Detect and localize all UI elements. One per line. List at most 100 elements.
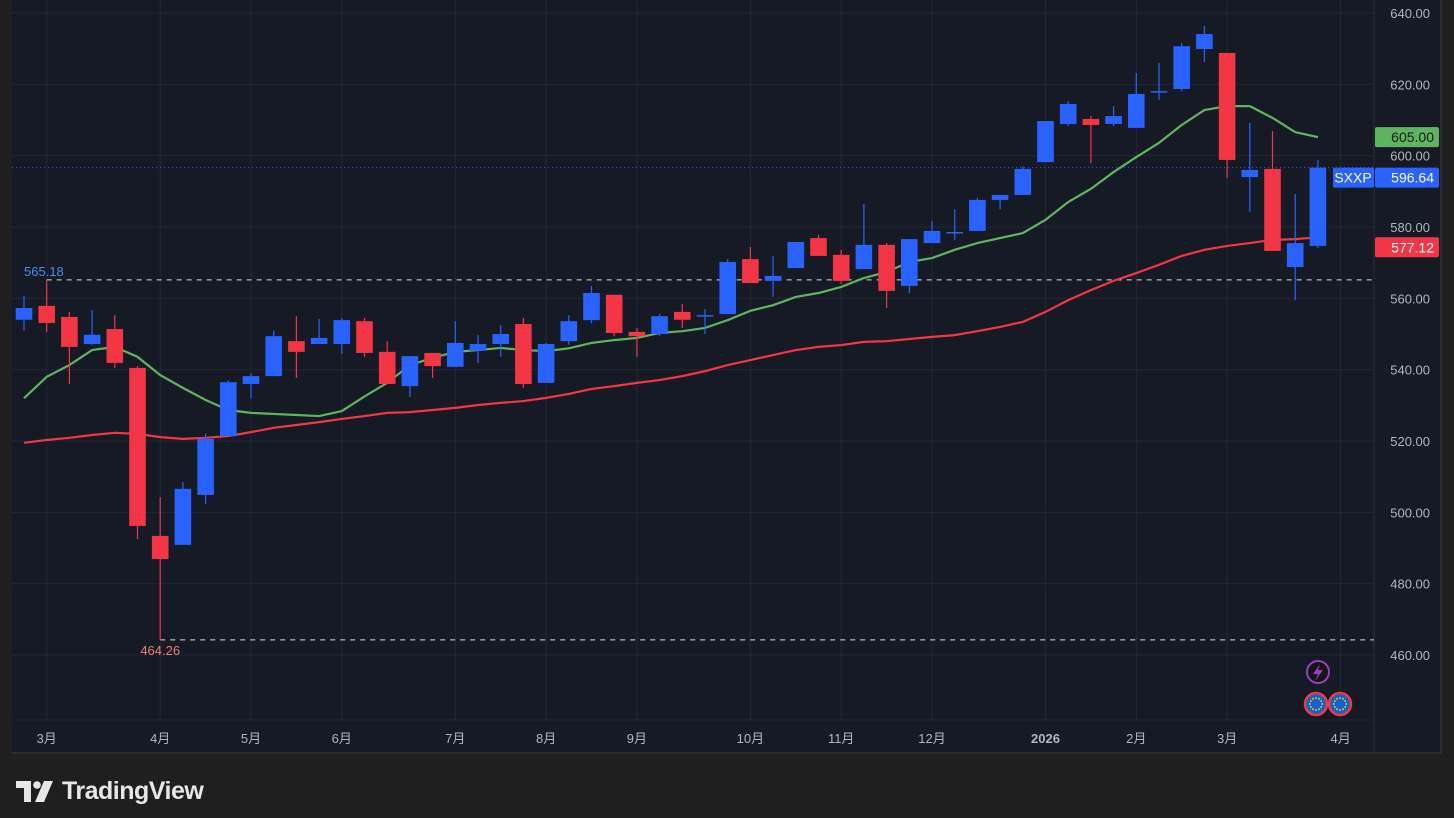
last-price-label-bg xyxy=(1375,167,1439,188)
x-tick-label: 3月 xyxy=(1217,731,1237,746)
low-marker-label: 464.26 xyxy=(140,643,180,658)
eu-flag-star xyxy=(1345,703,1347,705)
candle-body xyxy=(764,275,782,281)
candle-body xyxy=(1286,243,1304,267)
x-tick-label: 11月 xyxy=(828,731,855,746)
moving-average-slow-line xyxy=(23,236,1318,444)
eu-flag-star xyxy=(1320,706,1323,708)
candle-body xyxy=(83,334,101,345)
candle-body xyxy=(946,232,963,234)
candle-body xyxy=(810,238,827,256)
candle-body xyxy=(787,242,805,269)
candle-body xyxy=(61,316,78,347)
candle-body xyxy=(696,315,714,317)
candle-body xyxy=(129,367,146,526)
x-tick-label: 10月 xyxy=(737,731,764,746)
eu-flag-icon[interactable] xyxy=(1303,691,1329,717)
eu-flag-star xyxy=(1339,697,1341,699)
eu-flag-star xyxy=(1315,697,1317,699)
eu-flag-star xyxy=(1309,706,1312,708)
candle-body xyxy=(628,331,646,337)
x-tick-label: 12月 xyxy=(918,731,945,746)
tradingview-logo-text: TradingView xyxy=(62,777,204,805)
x-tick-label: 9月 xyxy=(627,731,647,746)
candle-body xyxy=(674,311,691,320)
candle-body xyxy=(1309,167,1327,246)
eu-flag-star xyxy=(1333,706,1336,708)
candle-body xyxy=(288,341,305,352)
candle-body xyxy=(991,194,1009,200)
eu-flag-star xyxy=(1333,700,1336,702)
lightning-icon-glyph xyxy=(1313,664,1323,681)
candle-body xyxy=(515,324,532,384)
candle-body xyxy=(310,337,328,345)
candle-body xyxy=(447,342,464,367)
candle-body xyxy=(1037,121,1054,163)
candle-body xyxy=(605,294,623,333)
candle-body xyxy=(537,344,555,383)
candle-body xyxy=(855,244,873,270)
candle-body xyxy=(651,316,668,335)
eu-flag-star xyxy=(1344,700,1347,702)
candle-body xyxy=(1196,34,1213,50)
x-tick-label: 5月 xyxy=(241,731,261,746)
candle-body xyxy=(242,376,260,384)
ma-fast-price-label-bg xyxy=(1375,127,1439,148)
candle-body xyxy=(560,321,578,342)
candle-body xyxy=(469,344,487,351)
x-tick-label: 6月 xyxy=(332,731,352,746)
eu-flag-star xyxy=(1318,697,1320,700)
x-tick-label: 2026 xyxy=(1031,731,1060,746)
candle-body xyxy=(424,352,441,367)
candle-body xyxy=(265,336,282,377)
eu-flag-star xyxy=(1336,697,1338,700)
candle-body xyxy=(197,438,214,495)
y-tick-label: 460.00 xyxy=(1390,648,1430,663)
candle-body xyxy=(719,261,736,315)
candle-body xyxy=(1218,52,1236,160)
y-tick-label: 480.00 xyxy=(1390,577,1430,592)
candle-body xyxy=(38,305,55,323)
y-tick-label: 500.00 xyxy=(1390,505,1430,520)
x-tick-label: 7月 xyxy=(445,731,465,746)
candle-body xyxy=(1241,169,1259,178)
candle-body xyxy=(1082,118,1100,126)
tradingview-logo[interactable]: TradingView xyxy=(16,777,204,806)
x-tick-label: 8月 xyxy=(536,731,556,746)
candle-body xyxy=(901,239,918,286)
tradingview-logo-icon xyxy=(16,780,53,802)
candle-body xyxy=(969,199,986,231)
last-price-label: 596.64 xyxy=(1391,170,1434,186)
candle-body xyxy=(1014,168,1032,195)
candle-body xyxy=(106,329,124,363)
candle-body xyxy=(174,488,192,545)
y-tick-label: 580.00 xyxy=(1390,220,1430,235)
eu-flag-star xyxy=(1320,700,1323,702)
candle-body xyxy=(1105,116,1122,124)
ma-slow-price-label-bg xyxy=(1375,237,1439,258)
eu-flag-star xyxy=(1333,703,1335,705)
candle-body xyxy=(923,230,941,244)
candle-body xyxy=(220,382,237,437)
y-tick-label: 560.00 xyxy=(1390,291,1430,306)
y-tick-label: 640.00 xyxy=(1390,6,1430,21)
moving-average-fast-line xyxy=(23,104,1319,418)
ma-slow-price-label: 577.12 xyxy=(1391,239,1434,255)
candle-body xyxy=(15,307,33,320)
x-tick-label: 4月 xyxy=(150,731,170,746)
candle-body xyxy=(1264,168,1281,251)
eu-flag-star xyxy=(1342,708,1344,711)
eu-flag-icon[interactable] xyxy=(1327,691,1353,717)
eu-flag-star xyxy=(1318,708,1320,711)
symbol-tag: SXXP xyxy=(1334,170,1371,186)
x-tick-label: 4月 xyxy=(1330,731,1350,746)
candle-body xyxy=(832,254,850,281)
y-tick-label: 620.00 xyxy=(1390,77,1430,92)
candle-body xyxy=(356,321,373,353)
eu-flag-star xyxy=(1321,703,1323,705)
eu-flag-star xyxy=(1309,700,1312,702)
y-tick-label: 600.00 xyxy=(1390,149,1430,164)
eu-flag-star xyxy=(1312,708,1314,711)
eu-flag-star xyxy=(1342,697,1344,700)
